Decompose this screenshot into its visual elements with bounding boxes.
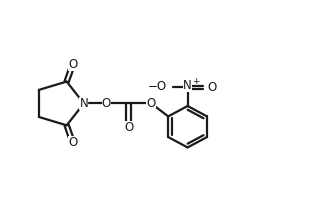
Text: O: O [146, 97, 156, 110]
Text: N: N [183, 79, 192, 92]
Text: N: N [79, 97, 88, 110]
Text: O: O [208, 81, 217, 94]
Text: O: O [68, 58, 77, 71]
Text: +: + [192, 76, 199, 85]
Text: O: O [124, 121, 133, 134]
Text: −O: −O [148, 80, 167, 93]
Text: O: O [68, 136, 77, 149]
Text: O: O [102, 97, 111, 110]
